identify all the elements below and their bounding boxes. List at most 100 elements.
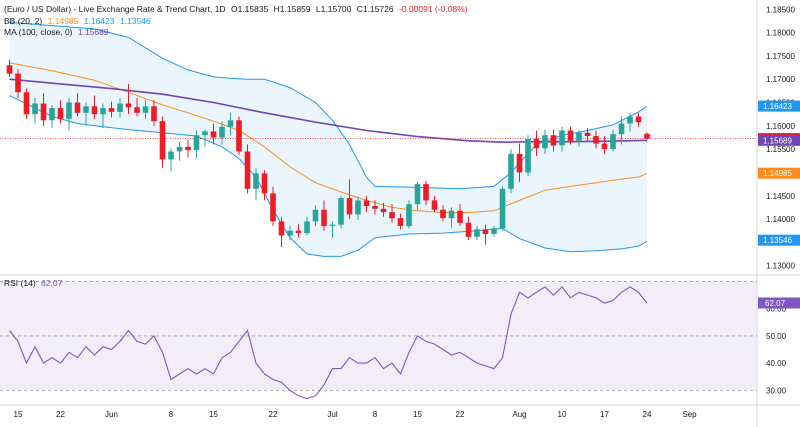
candle[interactable]	[618, 116, 625, 145]
bb-lower-line[interactable]	[9, 95, 648, 257]
candle[interactable]	[253, 167, 259, 201]
candle[interactable]	[270, 186, 276, 227]
candle[interactable]	[474, 226, 480, 241]
price-tag-label: 1.16423	[763, 102, 792, 111]
candle[interactable]	[23, 88, 30, 119]
candle[interactable]	[431, 195, 438, 213]
candle[interactable]	[6, 59, 13, 77]
rsi-legend[interactable]: RSI (14) 62.07	[4, 278, 65, 288]
candle[interactable]	[372, 200, 378, 215]
candle-body	[253, 173, 259, 189]
candle[interactable]	[627, 112, 633, 132]
candle[interactable]	[151, 100, 157, 126]
candle[interactable]	[210, 123, 217, 145]
price-tag: 1.13546	[758, 234, 800, 246]
candle[interactable]	[295, 223, 302, 238]
candle[interactable]	[601, 136, 608, 154]
candle[interactable]	[83, 102, 89, 126]
candle[interactable]	[363, 195, 370, 213]
candle[interactable]	[525, 135, 531, 177]
candle[interactable]	[414, 181, 421, 210]
candle[interactable]	[176, 142, 183, 161]
candle[interactable]	[533, 130, 540, 157]
candle[interactable]	[125, 83, 132, 115]
candle[interactable]	[219, 121, 225, 145]
candle[interactable]	[321, 200, 327, 231]
candle[interactable]	[440, 205, 446, 222]
price-tick-label: 1.13000	[766, 262, 795, 271]
candle[interactable]	[236, 116, 242, 155]
candle-body	[491, 228, 497, 234]
candle[interactable]	[516, 143, 523, 182]
candle[interactable]	[49, 104, 55, 129]
candle[interactable]	[644, 132, 650, 140]
candle[interactable]	[448, 207, 455, 228]
candle[interactable]	[278, 216, 285, 248]
ma-legend[interactable]: MA (100, close, 0) 1.15689	[4, 27, 112, 37]
candle[interactable]	[389, 204, 395, 223]
candle-body	[457, 210, 463, 223]
price-tick-label: 1.17500	[766, 52, 795, 61]
candle[interactable]	[338, 195, 344, 229]
candle[interactable]	[287, 226, 293, 241]
price-tag-bg	[758, 134, 800, 146]
candle[interactable]	[202, 129, 208, 147]
candle[interactable]	[134, 97, 140, 117]
candle[interactable]	[567, 126, 574, 145]
candle-body	[270, 193, 276, 222]
candle[interactable]	[542, 129, 548, 154]
candle[interactable]	[193, 130, 200, 159]
candle[interactable]	[465, 216, 472, 241]
candle[interactable]	[159, 116, 166, 168]
candle[interactable]	[508, 149, 514, 194]
candle[interactable]	[40, 93, 47, 126]
candle[interactable]	[244, 144, 251, 194]
bb-upper-line[interactable]	[9, 21, 648, 190]
candle[interactable]	[576, 130, 582, 147]
rsi-line[interactable]	[9, 286, 648, 400]
candle[interactable]	[91, 95, 98, 119]
rsi-label: RSI (14)	[4, 278, 36, 288]
candle[interactable]	[168, 148, 174, 172]
candle-body	[584, 132, 591, 137]
candle[interactable]	[74, 93, 81, 117]
candle[interactable]	[185, 139, 191, 158]
candle[interactable]	[423, 180, 429, 206]
candle[interactable]	[329, 221, 336, 238]
candle[interactable]	[261, 170, 268, 201]
candle[interactable]	[593, 130, 599, 149]
candle[interactable]	[100, 103, 106, 129]
candle[interactable]	[66, 97, 72, 131]
candle[interactable]	[355, 196, 361, 220]
candle[interactable]	[559, 126, 565, 152]
candle-body	[567, 130, 574, 141]
candle[interactable]	[57, 100, 64, 124]
candle[interactable]	[32, 97, 38, 124]
candle[interactable]	[457, 204, 463, 227]
candle-body	[40, 103, 47, 121]
candle-body	[142, 106, 149, 113]
candle[interactable]	[550, 129, 557, 152]
candle[interactable]	[108, 101, 115, 118]
candle[interactable]	[142, 100, 149, 119]
candle[interactable]	[610, 129, 616, 152]
candle[interactable]	[397, 213, 404, 230]
candle-body	[210, 131, 217, 138]
candle[interactable]	[380, 202, 387, 217]
candle[interactable]	[499, 186, 506, 231]
candle[interactable]	[491, 226, 497, 237]
candle-body	[508, 153, 514, 189]
candle[interactable]	[482, 224, 489, 245]
bb-legend[interactable]: BB (20, 2) 1.14985 1.16423 1.13546	[4, 16, 154, 26]
candle[interactable]	[635, 112, 642, 127]
candle[interactable]	[227, 112, 234, 136]
candle[interactable]	[346, 179, 353, 220]
candle[interactable]	[312, 205, 319, 227]
candle[interactable]	[304, 216, 310, 236]
candle-body	[159, 121, 166, 160]
candle[interactable]	[117, 97, 123, 118]
candle[interactable]	[15, 68, 21, 98]
candle[interactable]	[584, 128, 591, 141]
candle[interactable]	[406, 200, 412, 229]
